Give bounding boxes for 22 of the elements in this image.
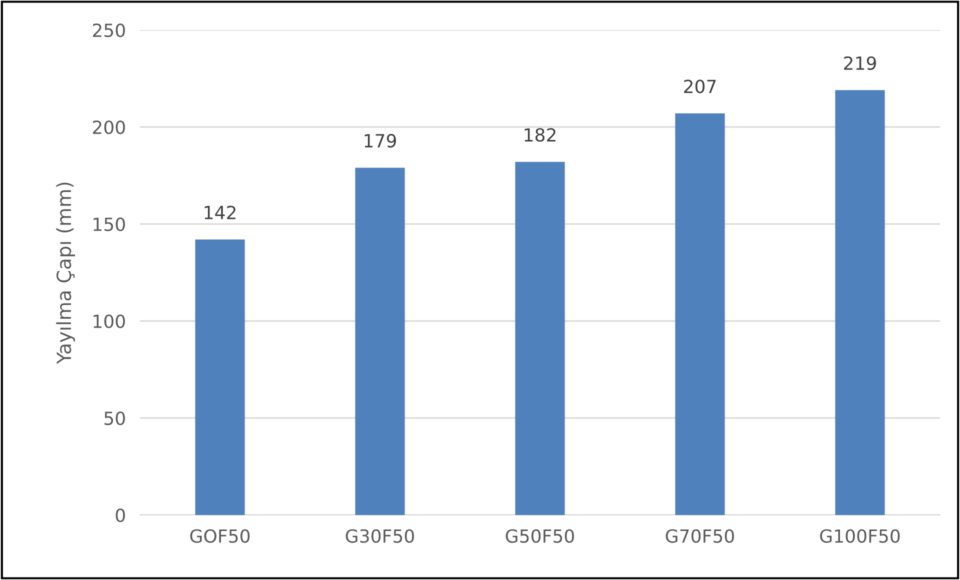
y-tick-label: 0 <box>116 508 125 522</box>
data-label: 219 <box>844 56 876 70</box>
bar <box>515 162 565 515</box>
x-tick-label: G70F50 <box>666 529 734 543</box>
x-tick-label: G50F50 <box>506 529 574 543</box>
bar <box>835 90 885 515</box>
y-tick-label: 50 <box>104 411 125 426</box>
bar <box>195 240 245 515</box>
x-tick-label: G30F50 <box>346 529 414 543</box>
y-tick-label: 150 <box>94 217 125 232</box>
data-label: 182 <box>524 128 556 142</box>
y-tick-label: 200 <box>92 120 125 134</box>
data-label: 142 <box>204 206 236 220</box>
x-tick-label: G100F50 <box>820 529 900 543</box>
data-label: 179 <box>364 134 396 148</box>
y-tick-label: 100 <box>94 314 125 328</box>
y-tick-label: 250 <box>92 23 125 38</box>
bar <box>355 168 405 515</box>
x-tick-label: GOF50 <box>190 529 250 543</box>
y-axis-title: Yayılma Çapı (mm) <box>56 182 75 364</box>
data-label: 207 <box>684 80 716 94</box>
bar <box>675 113 725 515</box>
